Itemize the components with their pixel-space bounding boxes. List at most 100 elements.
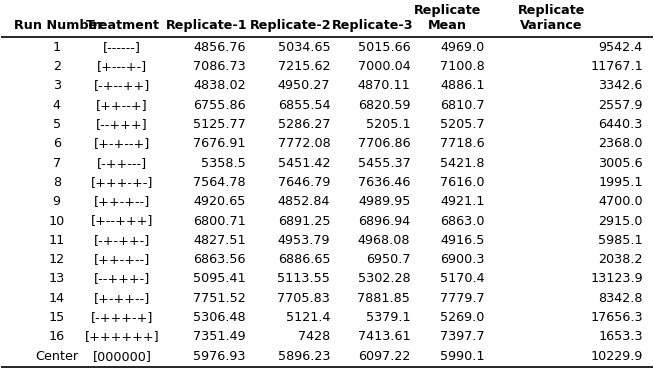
Text: 7779.7: 7779.7 bbox=[440, 292, 485, 305]
Text: 6891.25: 6891.25 bbox=[278, 214, 330, 228]
Text: [-++---]: [-++---] bbox=[97, 157, 147, 170]
Text: 6950.7: 6950.7 bbox=[366, 253, 410, 266]
Text: 3005.6: 3005.6 bbox=[598, 157, 643, 170]
Text: 1653.3: 1653.3 bbox=[598, 330, 643, 343]
Text: 4: 4 bbox=[53, 99, 61, 112]
Text: [000000]: [000000] bbox=[92, 350, 151, 363]
Text: 5125.77: 5125.77 bbox=[193, 118, 246, 131]
Text: 7718.6: 7718.6 bbox=[440, 137, 485, 151]
Text: 5205.7: 5205.7 bbox=[440, 118, 485, 131]
Text: Replicate-3: Replicate-3 bbox=[332, 19, 413, 32]
Text: 1995.1: 1995.1 bbox=[598, 176, 643, 189]
Text: [--+++]: [--+++] bbox=[96, 118, 148, 131]
Text: 16: 16 bbox=[48, 330, 65, 343]
Text: 4989.95: 4989.95 bbox=[358, 195, 410, 208]
Text: 6800.71: 6800.71 bbox=[193, 214, 246, 228]
Text: 5379.1: 5379.1 bbox=[366, 311, 410, 324]
Text: 5: 5 bbox=[53, 118, 61, 131]
Text: 9: 9 bbox=[53, 195, 61, 208]
Text: 4953.79: 4953.79 bbox=[278, 234, 330, 247]
Text: 4916.5: 4916.5 bbox=[440, 234, 485, 247]
Text: 7616.0: 7616.0 bbox=[440, 176, 485, 189]
Text: [+++-+-]: [+++-+-] bbox=[91, 176, 153, 189]
Text: 5205.1: 5205.1 bbox=[366, 118, 410, 131]
Text: 4968.08: 4968.08 bbox=[358, 234, 410, 247]
Text: 7772.08: 7772.08 bbox=[277, 137, 330, 151]
Text: 4852.84: 4852.84 bbox=[278, 195, 330, 208]
Text: 7215.62: 7215.62 bbox=[278, 60, 330, 73]
Text: 2038.2: 2038.2 bbox=[598, 253, 643, 266]
Text: 7705.83: 7705.83 bbox=[277, 292, 330, 305]
Text: 6863.0: 6863.0 bbox=[440, 214, 485, 228]
Text: 4969.0: 4969.0 bbox=[440, 41, 485, 54]
Text: [-+++-+]: [-+++-+] bbox=[91, 311, 153, 324]
Text: 7646.79: 7646.79 bbox=[278, 176, 330, 189]
Text: 2368.0: 2368.0 bbox=[598, 137, 643, 151]
Text: 5286.27: 5286.27 bbox=[278, 118, 330, 131]
Text: 17656.3: 17656.3 bbox=[590, 311, 643, 324]
Text: 6855.54: 6855.54 bbox=[278, 99, 330, 112]
Text: 10229.9: 10229.9 bbox=[591, 350, 643, 363]
Text: Replicate-1: Replicate-1 bbox=[165, 19, 247, 32]
Text: 7086.73: 7086.73 bbox=[193, 60, 246, 73]
Text: 5990.1: 5990.1 bbox=[440, 350, 485, 363]
Text: 5451.42: 5451.42 bbox=[278, 157, 330, 170]
Text: 13123.9: 13123.9 bbox=[590, 272, 643, 285]
Text: 5170.4: 5170.4 bbox=[440, 272, 485, 285]
Text: 6440.3: 6440.3 bbox=[598, 118, 643, 131]
Text: 5015.66: 5015.66 bbox=[358, 41, 410, 54]
Text: [+-++--]: [+-++--] bbox=[94, 292, 150, 305]
Text: 5034.65: 5034.65 bbox=[278, 41, 330, 54]
Text: 5113.55: 5113.55 bbox=[277, 272, 330, 285]
Text: 7881.85: 7881.85 bbox=[358, 292, 410, 305]
Text: 6900.3: 6900.3 bbox=[440, 253, 485, 266]
Text: 7000.04: 7000.04 bbox=[358, 60, 410, 73]
Text: 4700.0: 4700.0 bbox=[598, 195, 643, 208]
Text: 6896.94: 6896.94 bbox=[358, 214, 410, 228]
Text: 9542.4: 9542.4 bbox=[598, 41, 643, 54]
Text: 5358.5: 5358.5 bbox=[201, 157, 246, 170]
Text: 14: 14 bbox=[48, 292, 65, 305]
Text: 3: 3 bbox=[53, 80, 61, 92]
Text: 5455.37: 5455.37 bbox=[358, 157, 410, 170]
Text: 7413.61: 7413.61 bbox=[358, 330, 410, 343]
Text: 7676.91: 7676.91 bbox=[193, 137, 246, 151]
Text: [-+--++]: [-+--++] bbox=[94, 80, 150, 92]
Text: 5985.1: 5985.1 bbox=[598, 234, 643, 247]
Text: [+--+++]: [+--+++] bbox=[91, 214, 153, 228]
Text: Replicate
Variance: Replicate Variance bbox=[518, 4, 585, 32]
Text: 6755.86: 6755.86 bbox=[193, 99, 246, 112]
Text: Replicate
Mean: Replicate Mean bbox=[414, 4, 481, 32]
Text: Replicate-2: Replicate-2 bbox=[250, 19, 332, 32]
Text: 5302.28: 5302.28 bbox=[358, 272, 410, 285]
Text: 8342.8: 8342.8 bbox=[598, 292, 643, 305]
Text: 4870.11: 4870.11 bbox=[358, 80, 410, 92]
Text: Treatment: Treatment bbox=[86, 19, 160, 32]
Text: 5896.23: 5896.23 bbox=[278, 350, 330, 363]
Text: 6886.65: 6886.65 bbox=[278, 253, 330, 266]
Text: [++-+--]: [++-+--] bbox=[94, 253, 150, 266]
Text: [------]: [------] bbox=[103, 41, 141, 54]
Text: 7: 7 bbox=[53, 157, 61, 170]
Text: [+---+-]: [+---+-] bbox=[97, 60, 147, 73]
Text: 10: 10 bbox=[48, 214, 65, 228]
Text: 5095.41: 5095.41 bbox=[193, 272, 246, 285]
Text: 4886.1: 4886.1 bbox=[440, 80, 485, 92]
Text: [+-+--+]: [+-+--+] bbox=[94, 137, 150, 151]
Text: Center: Center bbox=[35, 350, 78, 363]
Text: 2915.0: 2915.0 bbox=[598, 214, 643, 228]
Text: 4920.65: 4920.65 bbox=[193, 195, 246, 208]
Text: 5306.48: 5306.48 bbox=[193, 311, 246, 324]
Text: [-+-++-]: [-+-++-] bbox=[94, 234, 150, 247]
Text: 7564.78: 7564.78 bbox=[193, 176, 246, 189]
Text: 7351.49: 7351.49 bbox=[193, 330, 246, 343]
Text: 5121.4: 5121.4 bbox=[286, 311, 330, 324]
Text: 7751.52: 7751.52 bbox=[193, 292, 246, 305]
Text: 6097.22: 6097.22 bbox=[358, 350, 410, 363]
Text: 13: 13 bbox=[48, 272, 65, 285]
Text: 5269.0: 5269.0 bbox=[440, 311, 485, 324]
Text: [++-+--]: [++-+--] bbox=[94, 195, 150, 208]
Text: 7706.86: 7706.86 bbox=[358, 137, 410, 151]
Text: [--+++-]: [--+++-] bbox=[94, 272, 150, 285]
Text: 7397.7: 7397.7 bbox=[440, 330, 485, 343]
